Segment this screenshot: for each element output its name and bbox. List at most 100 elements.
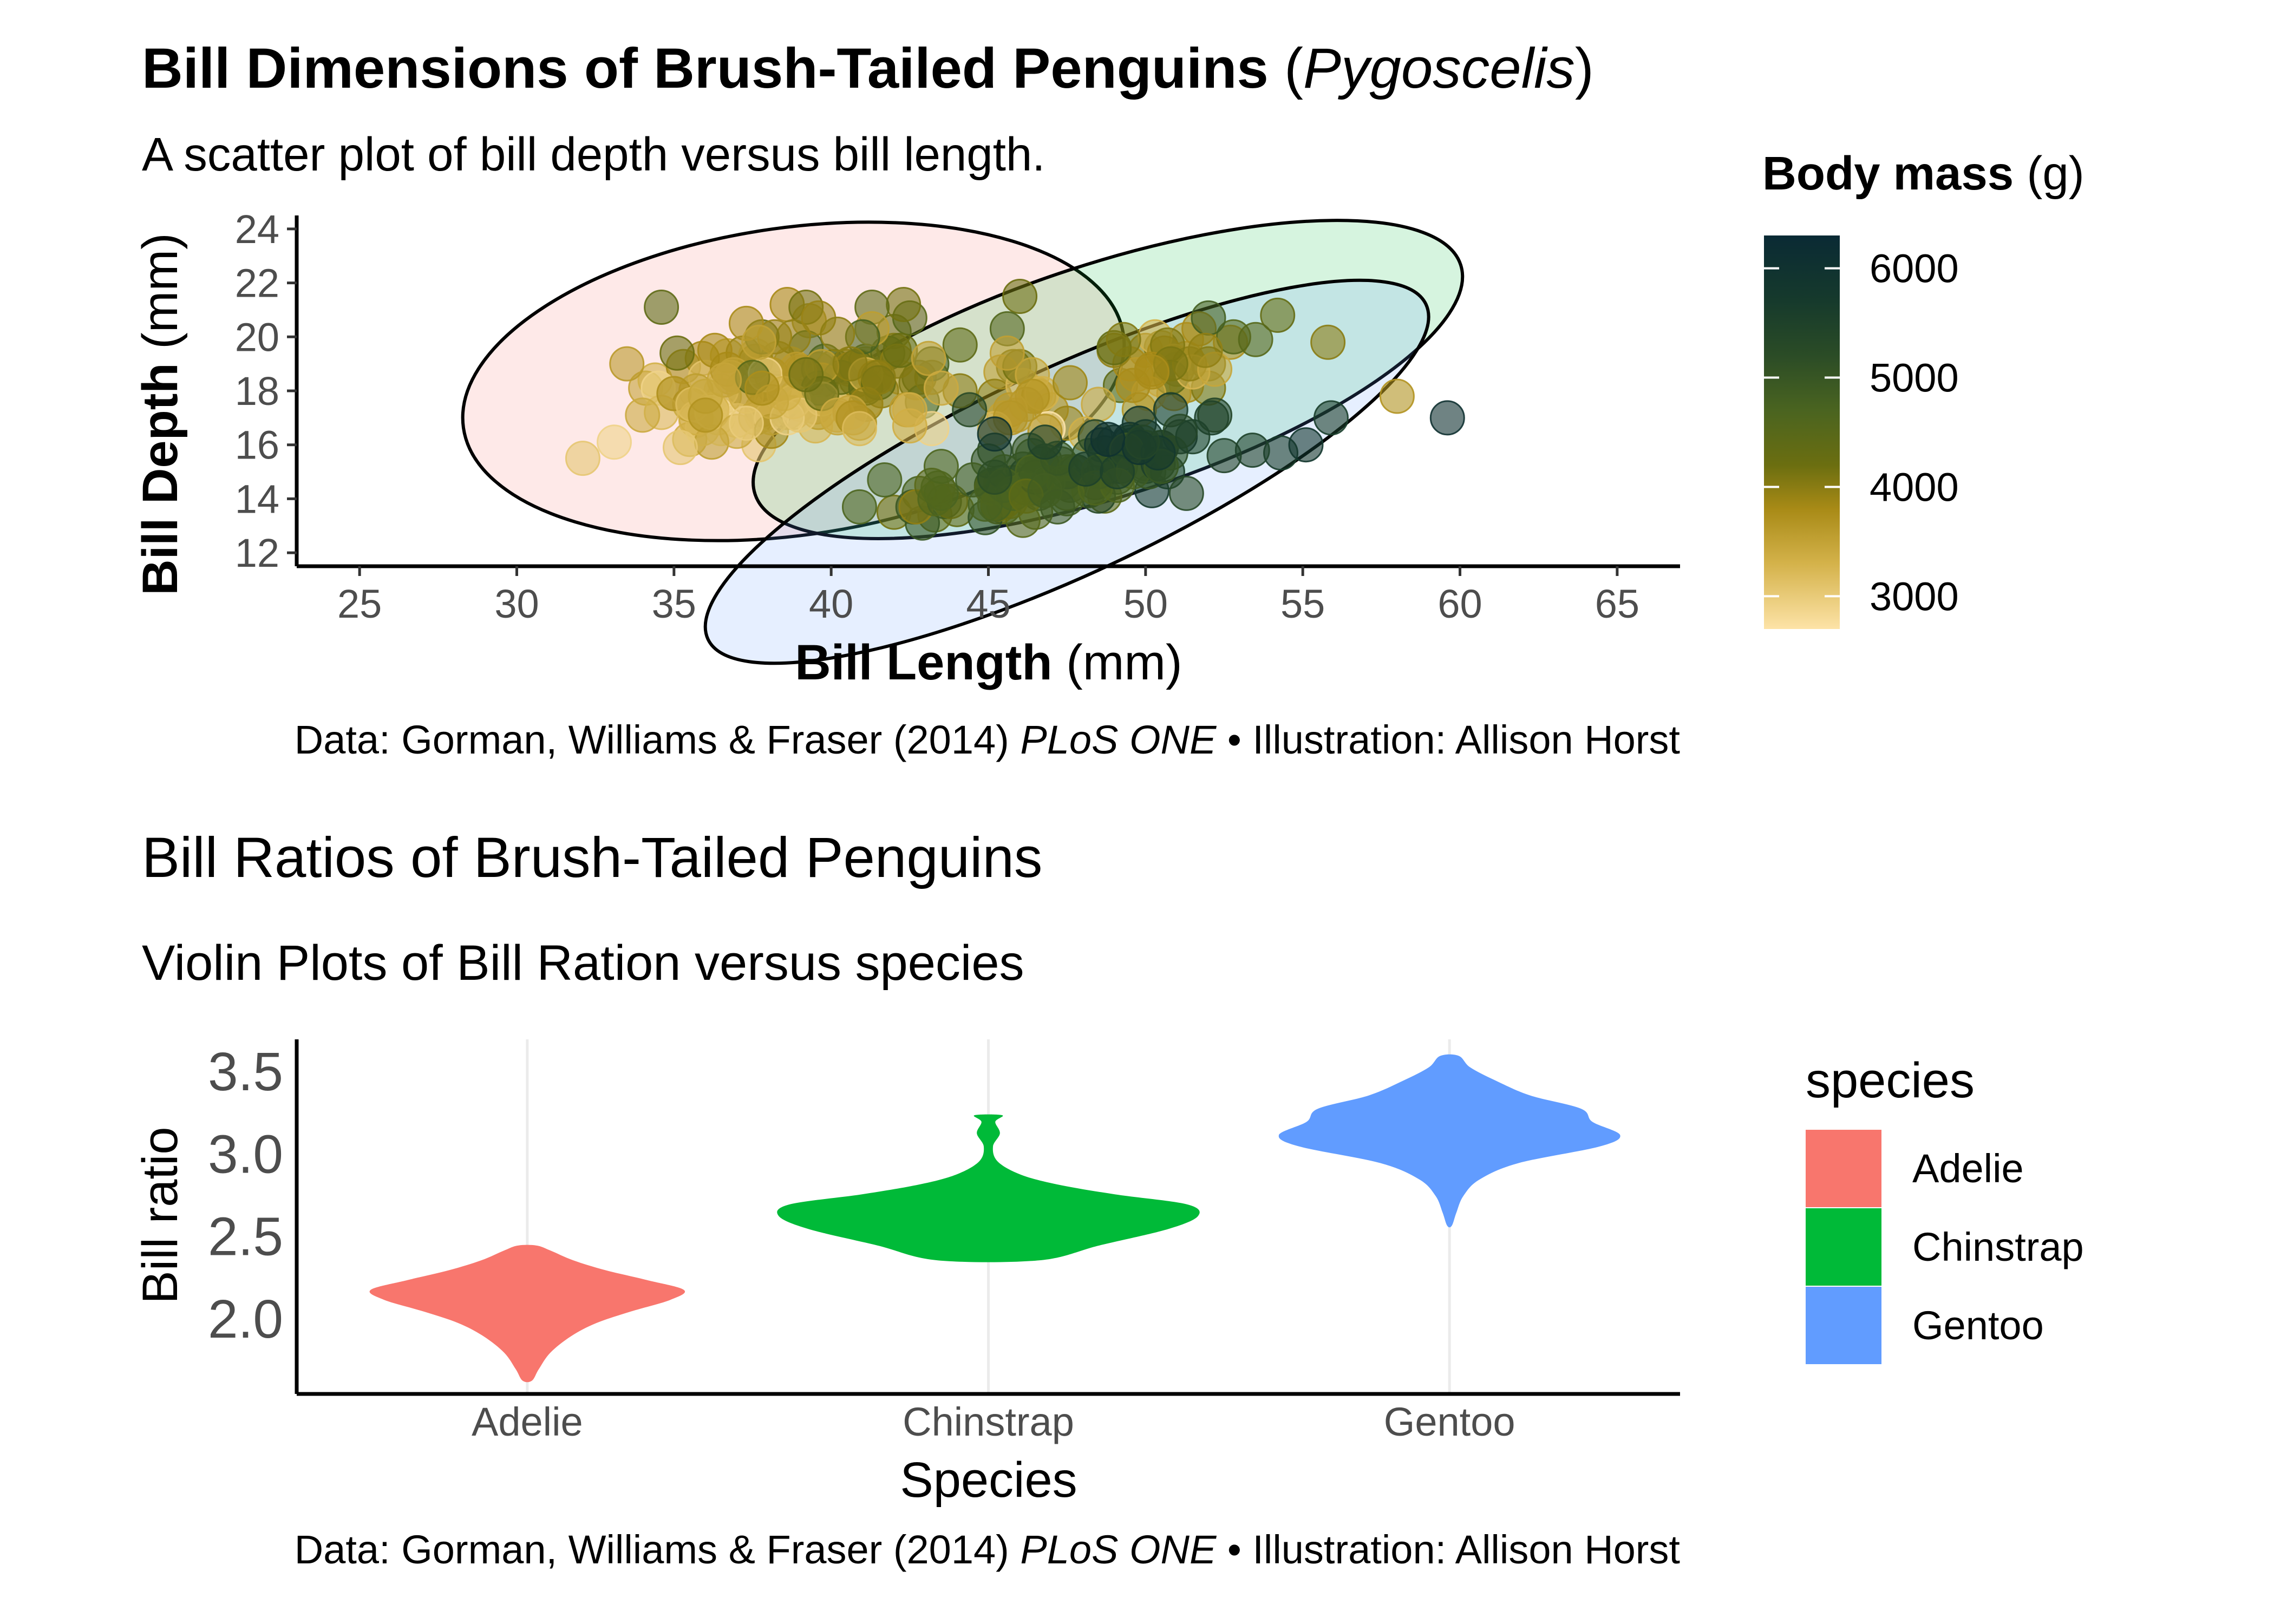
scatter-point-adelie [625, 397, 661, 433]
scatter-point-chinstrap [892, 392, 927, 428]
scatter-point-gentoo [1068, 451, 1104, 487]
scatter-point-chinstrap [1106, 322, 1141, 357]
violin-x-tick-label: Gentoo [1384, 1399, 1515, 1444]
violin-x-tick-label: Adelie [472, 1399, 583, 1444]
scatter-point-gentoo [1027, 424, 1063, 460]
violin-gentoo [1278, 1054, 1620, 1228]
scatter-y-tick-label: 18 [235, 369, 279, 414]
scatter-point-chinstrap [1187, 332, 1223, 368]
scatter-y-tick-label: 14 [235, 476, 279, 521]
species-legend-title: species [1806, 1053, 1975, 1108]
violin-subtitle: Violin Plots of Bill Ration versus speci… [142, 935, 1024, 991]
scatter-x-tick-label: 25 [337, 581, 382, 626]
violin-plot-area: Adelie Chinstrap Gentoo 2.0 2.5 3.0 3.5 [208, 1039, 1680, 1444]
scatter-point-adelie [728, 405, 764, 441]
scatter-point-chinstrap [923, 370, 959, 406]
scatter-point-adelie [911, 340, 946, 376]
violin-caption-journal: PLoS ONE [1020, 1527, 1217, 1572]
scatter-point-gentoo [1313, 400, 1349, 436]
scatter-title-paren-close: ) [1575, 37, 1594, 100]
scatter-point-gentoo [1429, 400, 1465, 436]
legend-label-gentoo: Gentoo [1912, 1303, 2044, 1348]
violin-x-tick-label: Chinstrap [903, 1399, 1074, 1444]
colorbar-title-main: Body mass [1762, 147, 2014, 200]
scatter-point-adelie [820, 316, 855, 352]
colorbar-title-unit: (g) [2014, 147, 2084, 200]
scatter-point-adelie [788, 357, 824, 392]
scatter-point-adelie [662, 430, 698, 466]
colorbar [1764, 235, 1840, 629]
scatter-x-tick-label: 60 [1437, 581, 1482, 626]
legend-key-adelie [1806, 1130, 1881, 1207]
scatter-point-adelie [741, 324, 777, 360]
scatter-y-tick-label: 16 [235, 423, 279, 468]
scatter-caption-credit: • Illustration: Allison Horst [1216, 717, 1680, 762]
scatter-point-chinstrap [1191, 300, 1226, 336]
violin-axes: Adelie Chinstrap Gentoo 2.0 2.5 3.0 3.5 [208, 1039, 1680, 1444]
scatter-point-gentoo [977, 460, 1012, 495]
scatter-point-adelie [565, 441, 600, 476]
scatter-point-adelie [1002, 279, 1038, 315]
scatter-ylabel-main: Bill Depth [133, 363, 188, 595]
scatter-point-chinstrap [1052, 365, 1088, 401]
scatter-point-adelie [688, 397, 723, 433]
colorbar-title: Body mass (g) [1762, 147, 2084, 200]
scatter-point-adelie [942, 327, 978, 363]
scatter-x-tick-label: 50 [1123, 581, 1168, 626]
scatter-xlabel-main: Bill Length [795, 635, 1052, 690]
violin-y-tick-label: 2.5 [208, 1207, 283, 1267]
scatter-point-adelie [886, 286, 922, 322]
scatter-point-chinstrap [1134, 354, 1169, 390]
violin-caption-source: Data: Gorman, Williams & Fraser (2014) [295, 1527, 1021, 1572]
scatter-point-adelie [644, 289, 679, 325]
scatter-point-gentoo [1168, 475, 1204, 511]
scatter-point-chinstrap [841, 411, 877, 447]
scatter-subtitle: A scatter plot of bill depth versus bill… [142, 128, 1045, 181]
scatter-y-tick-label: 24 [235, 207, 279, 252]
scatter-x-tick-label: 45 [966, 581, 1010, 626]
violin-caption-credit: • Illustration: Allison Horst [1216, 1527, 1680, 1572]
scatter-axes: 25 30 35 40 45 50 55 60 65 12 14 16 18 20 22 24 [235, 207, 1680, 626]
scatter-point-chinstrap [1379, 378, 1415, 414]
scatter-point-gentoo [1125, 424, 1160, 460]
violin-adelie [369, 1245, 685, 1383]
scatter-point-adelie [860, 359, 896, 395]
violin-title: Bill Ratios of Brush-Tailed Penguins [142, 826, 1042, 889]
scatter-point-gentoo [952, 392, 988, 428]
scatter-point-gentoo [1288, 427, 1324, 463]
legend-key-gentoo [1806, 1287, 1881, 1364]
scatter-point-chinstrap [1081, 387, 1116, 422]
scatter-caption: Data: Gorman, Williams & Fraser (2014) P… [295, 717, 1681, 762]
scatter-xlabel-unit: (mm) [1053, 635, 1182, 690]
legend-label-adelie: Adelie [1912, 1146, 2024, 1191]
legend-key-chinstrap [1806, 1208, 1881, 1286]
scatter-point-gentoo [977, 416, 1012, 452]
violin-chinstrap [777, 1114, 1200, 1262]
scatter-ylabel-unit: (mm) [133, 233, 188, 363]
scatter-point-adelie [609, 346, 645, 382]
scatter-ylabel: Bill Depth (mm) [133, 233, 188, 595]
scatter-point-adelie [596, 424, 632, 460]
scatter-point-gentoo [1090, 422, 1126, 457]
scatter-xlabel: Bill Length (mm) [795, 635, 1182, 690]
violin-y-tick-label: 2.0 [208, 1289, 283, 1350]
scatter-point-chinstrap [1260, 297, 1296, 333]
scatter-point-gentoo [841, 489, 877, 525]
scatter-y-tick-label: 12 [235, 531, 279, 575]
scatter-point-gentoo [923, 449, 959, 484]
legend-label-chinstrap: Chinstrap [1912, 1224, 2084, 1269]
scatter-point-gentoo [1027, 473, 1063, 508]
species-legend: Adelie Chinstrap Gentoo [1806, 1130, 2084, 1364]
scatter-x-tick-label: 35 [652, 581, 696, 626]
violin-caption: Data: Gorman, Williams & Fraser (2014) P… [295, 1527, 1681, 1572]
scatter-point-gentoo [917, 481, 953, 516]
violin-xlabel: Species [900, 1452, 1077, 1508]
scatter-point-gentoo [867, 462, 903, 497]
scatter-point-chinstrap [1310, 324, 1346, 360]
scatter-point-adelie [744, 370, 780, 406]
violin-ylabel: Bill ratio [133, 1127, 188, 1304]
scatter-y-tick-label: 20 [235, 315, 279, 359]
scatter-x-tick-label: 55 [1280, 581, 1325, 626]
violin-y-tick-label: 3.0 [208, 1124, 283, 1184]
